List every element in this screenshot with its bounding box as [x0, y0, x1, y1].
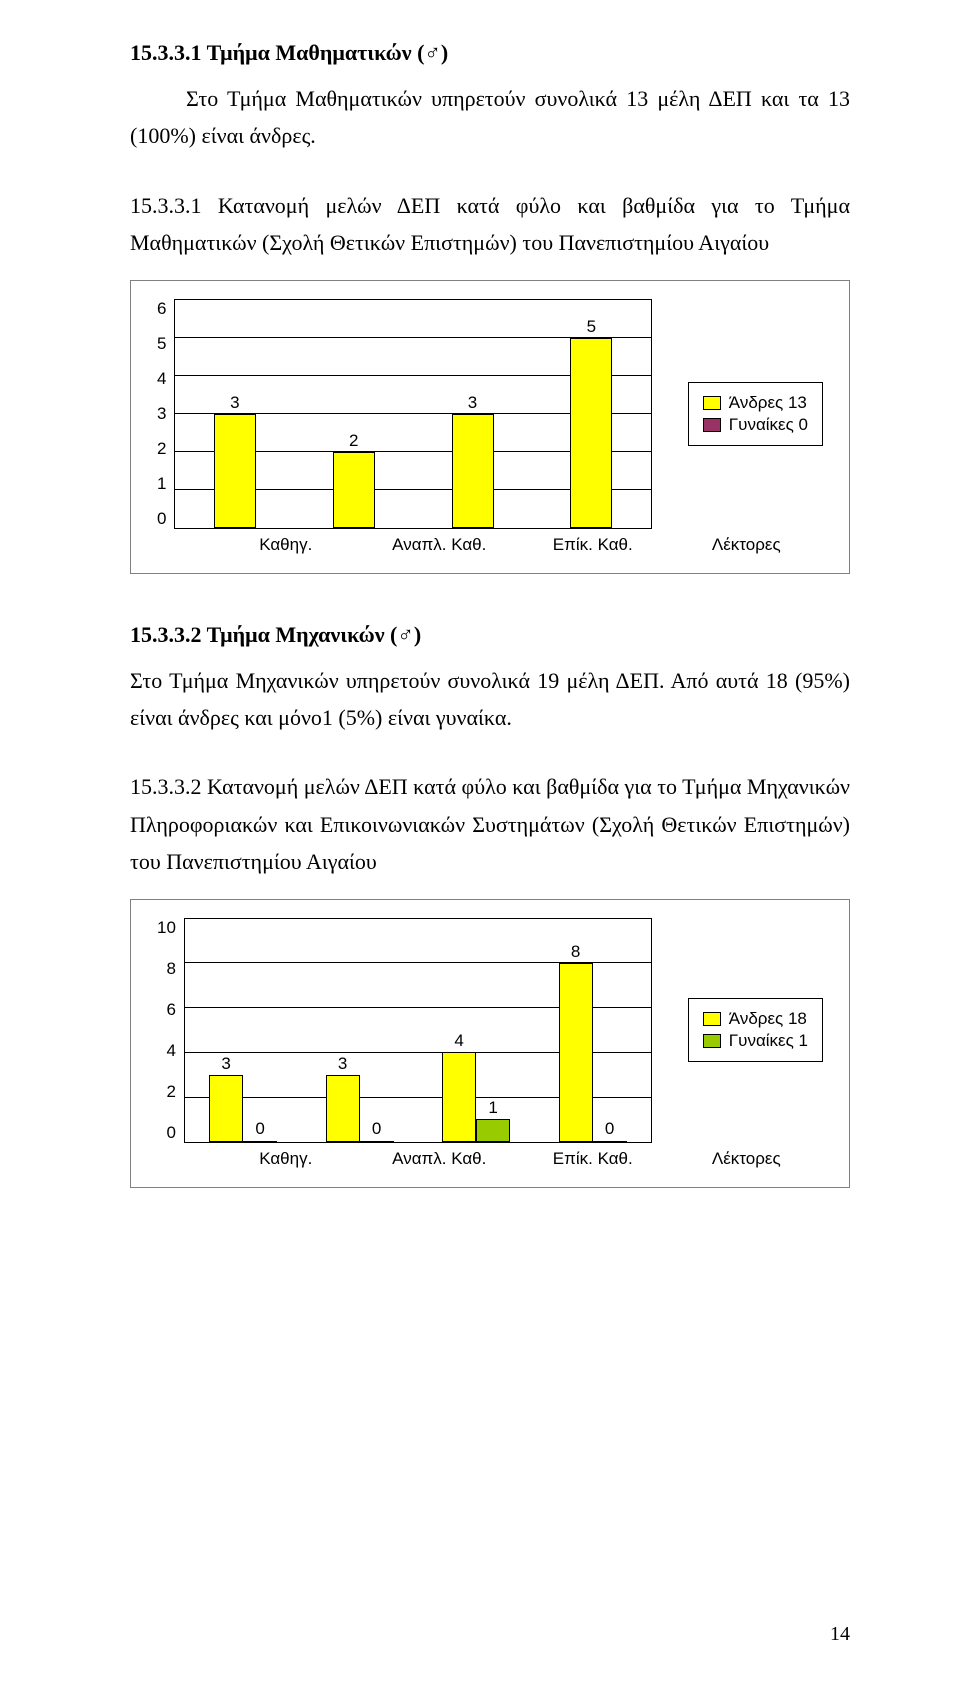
chart-1-row: 6543210 3235 Άνδρες 13Γυναίκες 0: [157, 299, 823, 529]
section-2-heading: 15.3.3.2 Τμήμα Μηχανικών (♂): [130, 622, 850, 648]
chart-2-bar-value: 0: [372, 1119, 381, 1141]
chart-1-bar-value: 3: [230, 393, 239, 415]
chart-1-yaxis: 6 5 4 3 2 1 0: [157, 299, 174, 529]
chart-2-xaxis: Καθηγ.Αναπλ. Καθ.Επίκ. Καθ.Λέκτορες: [157, 1149, 823, 1169]
chart-2-xtick: Αναπλ. Καθ.: [363, 1149, 517, 1169]
chart-2-caption: 15.3.3.2 Κατανομή μελών ΔΕΠ κατά φύλο κα…: [130, 768, 850, 880]
chart-2-plot: 30304180: [184, 918, 652, 1143]
chart-1: 6543210 3235 Άνδρες 13Γυναίκες 0 Καθηγ.Α…: [130, 280, 850, 574]
chart-1-legend: Άνδρες 13Γυναίκες 0: [688, 382, 823, 446]
chart-1-legend-swatch: [703, 396, 721, 410]
chart-1-ytick: 6: [157, 299, 166, 319]
chart-1-bar: 5: [570, 338, 612, 528]
chart-1-xaxis: Καθηγ.Αναπλ. Καθ.Επίκ. Καθ.Λέκτορες: [157, 535, 823, 555]
chart-2-xtick: Επίκ. Καθ.: [516, 1149, 670, 1169]
chart-2-legend-label: Γυναίκες 1: [729, 1031, 808, 1051]
chart-1-xaxis-labels: Καθηγ.Αναπλ. Καθ.Επίκ. Καθ.Λέκτορες: [209, 535, 823, 555]
chart-2-bar-value: 0: [605, 1119, 614, 1141]
chart-1-bar-slot: 5: [532, 300, 651, 528]
chart-2-bar-slot: 41: [418, 919, 534, 1142]
chart-2-ytick: 4: [166, 1041, 175, 1061]
chart-2-legend: Άνδρες 18Γυναίκες 1: [688, 998, 823, 1062]
chart-2-bar-value: 4: [454, 1031, 463, 1053]
chart-1-legend-item: Γυναίκες 0: [703, 415, 808, 435]
chart-1-xtick: Καθηγ.: [209, 535, 363, 555]
chart-1-legend-label: Άνδρες 13: [729, 393, 807, 413]
chart-2-legend-item: Γυναίκες 1: [703, 1031, 808, 1051]
section-2-body: Στο Τμήμα Μηχανικών υπηρετούν συνολικά 1…: [130, 662, 850, 737]
chart-2-legend-item: Άνδρες 18: [703, 1009, 808, 1029]
section-1-body: Στο Τμήμα Μαθηματικών υπηρετούν συνολικά…: [130, 80, 850, 155]
chart-1-bar-slot: 2: [294, 300, 413, 528]
chart-2-main: 1086420 30304180: [157, 918, 652, 1143]
chart-2-ytick: 0: [166, 1123, 175, 1143]
chart-1-ytick: 1: [157, 474, 166, 494]
chart-1-plot: 3235: [174, 299, 651, 529]
chart-2-yaxis: 10 8 6 4 2 0: [157, 918, 184, 1143]
chart-1-main: 6543210 3235: [157, 299, 652, 529]
chart-1-bar-value: 3: [468, 393, 477, 415]
chart-2-row: 1086420 30304180 Άνδρες 18Γυναίκες 1: [157, 918, 823, 1143]
chart-2: 1086420 30304180 Άνδρες 18Γυναίκες 1 Καθ…: [130, 899, 850, 1188]
chart-2-bar-slot: 80: [534, 919, 650, 1142]
chart-1-bar-slot: 3: [175, 300, 294, 528]
chart-1-ytick: 0: [157, 509, 166, 529]
chart-1-bar: 3: [452, 414, 494, 528]
chart-2-xaxis-labels: Καθηγ.Αναπλ. Καθ.Επίκ. Καθ.Λέκτορες: [209, 1149, 823, 1169]
chart-1-bars: 3235: [175, 300, 650, 528]
chart-2-bar-value: 8: [571, 942, 580, 964]
chart-1-ytick: 4: [157, 369, 166, 389]
chart-1-caption: 15.3.3.1 Κατανομή μελών ΔΕΠ κατά φύλο κα…: [130, 187, 850, 262]
chart-2-xtick: Λέκτορες: [670, 1149, 824, 1169]
chart-2-ytick: 6: [166, 1000, 175, 1020]
chart-2-bar-value: 1: [488, 1098, 497, 1120]
chart-2-bar-slot: 30: [185, 919, 301, 1142]
chart-1-ytick: 3: [157, 404, 166, 424]
chart-1-xtick: Λέκτορες: [670, 535, 824, 555]
chart-2-bar: 8: [559, 963, 593, 1141]
chart-1-xtick: Επίκ. Καθ.: [516, 535, 670, 555]
chart-2-bar: 4: [442, 1052, 476, 1141]
chart-1-bar: 3: [214, 414, 256, 528]
chart-2-bar-group: 30: [209, 919, 277, 1142]
chart-1-bar: 2: [333, 452, 375, 528]
chart-2-bar: 0: [360, 1141, 394, 1142]
chart-1-ytick: 2: [157, 439, 166, 459]
chart-2-xtick: Καθηγ.: [209, 1149, 363, 1169]
chart-2-legend-label: Άνδρες 18: [729, 1009, 807, 1029]
chart-1-legend-swatch: [703, 418, 721, 432]
chart-1-xaxis-spacer: [187, 535, 209, 555]
chart-2-ytick: 2: [166, 1082, 175, 1102]
page: 15.3.3.1 Τμήμα Μαθηματικών (♂) Στο Τμήμα…: [0, 0, 960, 1686]
chart-2-xaxis-spacer: [187, 1149, 209, 1169]
chart-2-bar: 0: [593, 1141, 627, 1142]
chart-1-bar-slot: 3: [413, 300, 532, 528]
chart-2-bar-group: 30: [326, 919, 394, 1142]
chart-1-legend-item: Άνδρες 13: [703, 393, 808, 413]
chart-2-bar: 3: [326, 1075, 360, 1142]
chart-2-bar-value: 3: [221, 1054, 230, 1076]
chart-2-bar-value: 0: [255, 1119, 264, 1141]
chart-2-legend-swatch: [703, 1012, 721, 1026]
chart-2-bar: 1: [476, 1119, 510, 1141]
page-number: 14: [830, 1623, 850, 1646]
chart-1-xtick: Αναπλ. Καθ.: [363, 535, 517, 555]
chart-1-ytick: 5: [157, 334, 166, 354]
chart-2-ytick: 10: [157, 918, 176, 938]
chart-2-legend-swatch: [703, 1034, 721, 1048]
chart-2-bar-group: 41: [442, 919, 510, 1142]
chart-2-ytick: 8: [166, 959, 175, 979]
chart-2-bar-slot: 30: [301, 919, 417, 1142]
chart-2-bar-group: 80: [559, 919, 627, 1142]
chart-2-bar-value: 3: [338, 1054, 347, 1076]
chart-2-bars: 30304180: [185, 919, 651, 1142]
chart-1-bar-value: 2: [349, 431, 358, 453]
chart-1-bar-value: 5: [587, 317, 596, 339]
chart-1-legend-label: Γυναίκες 0: [729, 415, 808, 435]
section-1-heading: 15.3.3.1 Τμήμα Μαθηματικών (♂): [130, 40, 850, 66]
chart-2-bar: 3: [209, 1075, 243, 1142]
chart-2-bar: 0: [243, 1141, 277, 1142]
